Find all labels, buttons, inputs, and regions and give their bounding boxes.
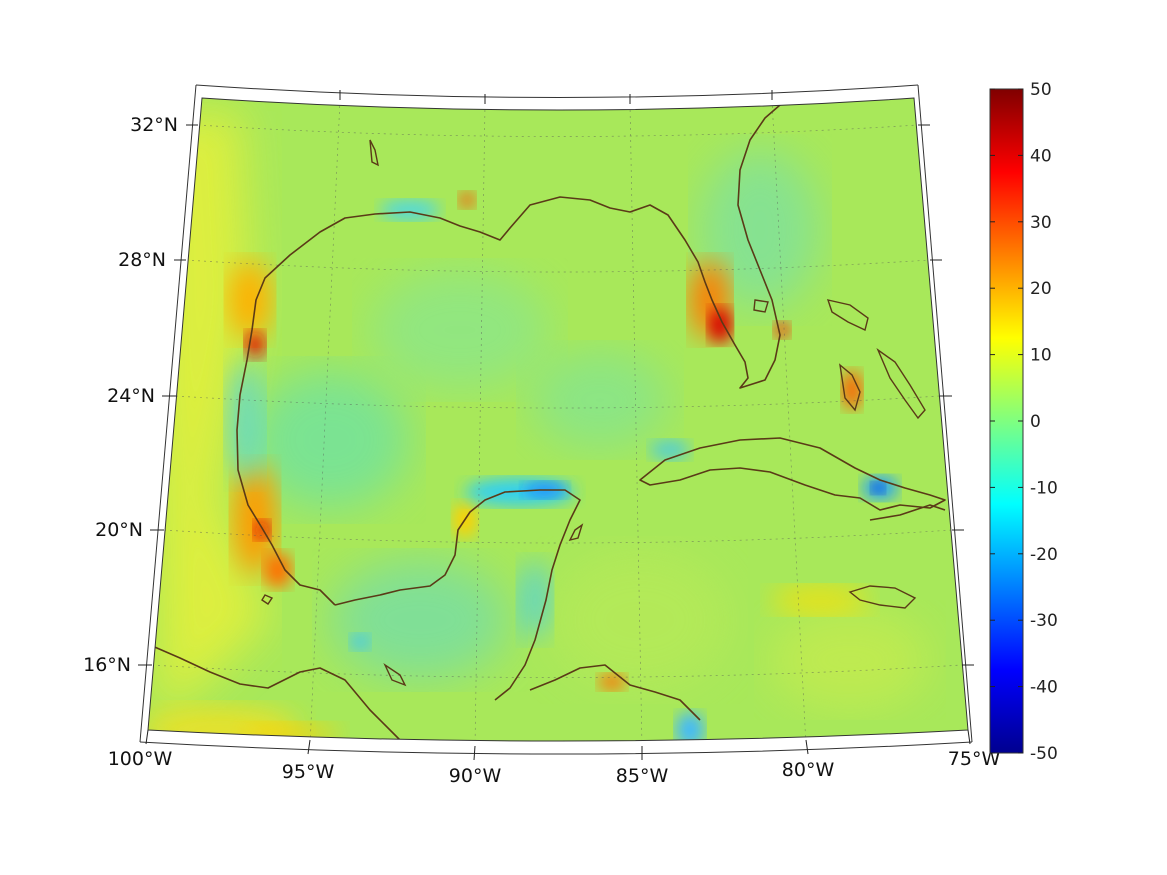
colorbar-tick-label: -40 [1030, 678, 1058, 698]
colorbar-tick-label: 50 [1030, 80, 1052, 100]
colorbar-tick-label: -20 [1030, 545, 1058, 565]
lon-label-95w: 95°W [282, 761, 335, 783]
graticule [151, 99, 963, 741]
lat-label-20n: 20°N [95, 519, 143, 541]
colorbar-tick-label: 0 [1030, 412, 1041, 432]
lon-label-85w: 85°W [616, 765, 669, 787]
colorbar-ticks: 50 40 30 20 10 0 -10 -20 -30 -40 -50 [990, 80, 1058, 764]
colorbar-tick-label: -10 [1030, 478, 1058, 498]
coastlines [149, 104, 946, 741]
lon-label-75w: 75°W [948, 748, 1001, 770]
longitude-labels: 100°W 95°W 90°W 85°W 80°W 75°W [108, 748, 1001, 787]
lat-label-24n: 24°N [107, 385, 155, 407]
latitude-labels: 32°N 28°N 24°N 20°N 16°N [83, 114, 178, 676]
colorbar: 50 40 30 20 10 0 -10 -20 -30 -40 -50 [989, 80, 1058, 764]
colorbar-tick-label: 30 [1030, 213, 1052, 233]
lat-label-28n: 28°N [118, 249, 166, 271]
colorbar-tick-label: -50 [1030, 744, 1058, 764]
islands [261, 139, 926, 687]
colorbar-tick-label: -30 [1030, 611, 1058, 631]
lat-label-16n: 16°N [83, 654, 131, 676]
lon-label-90w: 90°W [449, 765, 502, 787]
colorbar-tick-label: 20 [1030, 279, 1052, 299]
map-frame [138, 84, 974, 761]
lat-label-32n: 32°N [130, 114, 178, 136]
lon-label-100w: 100°W [108, 748, 173, 770]
colorbar-tick-label: 40 [1030, 146, 1052, 166]
field-layer [148, 98, 968, 741]
lon-label-80w: 80°W [782, 759, 835, 781]
colorbar-tick-label: 10 [1030, 346, 1052, 366]
